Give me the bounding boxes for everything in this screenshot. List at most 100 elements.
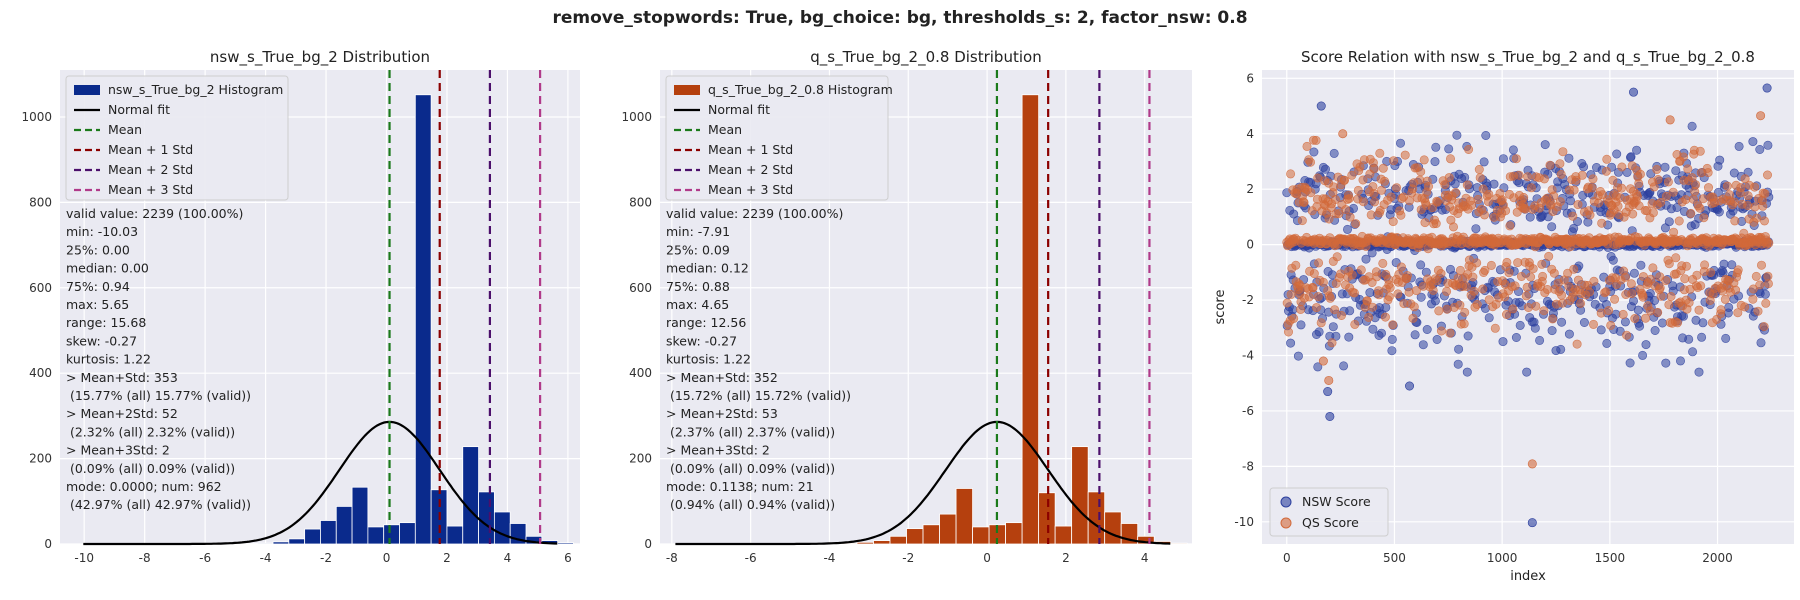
normal-fit-line xyxy=(83,420,558,546)
scatter-point xyxy=(1473,195,1483,205)
scatter-point xyxy=(1748,137,1758,147)
scatter-point xyxy=(1750,182,1760,192)
scatter-point xyxy=(1475,173,1485,183)
legend-marker xyxy=(1280,496,1292,508)
scatter-point xyxy=(1332,252,1342,262)
scatter-point xyxy=(1396,138,1406,148)
scatter-point xyxy=(1288,305,1298,315)
y-tick-label: 200 xyxy=(629,452,652,466)
scatter-point xyxy=(1479,157,1489,167)
scatter-point xyxy=(1514,170,1524,180)
scatter-point xyxy=(1312,303,1322,313)
scatter-point xyxy=(1641,313,1651,323)
scatter-point xyxy=(1345,212,1355,222)
scatter-point xyxy=(1511,332,1521,342)
x-tick-label: 2 xyxy=(443,551,451,565)
scatter-point xyxy=(1472,258,1482,268)
scatter-point xyxy=(1480,303,1490,313)
scatter-point xyxy=(1602,154,1612,164)
scatter-point xyxy=(1538,271,1548,281)
scatter-point xyxy=(1579,162,1589,172)
scatter-point xyxy=(1608,175,1618,185)
scatter-point xyxy=(1341,205,1351,215)
stats-line: (42.97% (all) 42.97% (valid)) xyxy=(66,497,251,512)
x-tick-label: 1500 xyxy=(1595,551,1626,565)
scatter-point xyxy=(1358,175,1368,185)
scatter-point xyxy=(1420,218,1430,228)
scatter-point xyxy=(1445,328,1455,338)
scatter-point xyxy=(1545,160,1555,170)
scatter-point xyxy=(1762,83,1772,93)
scatter-point xyxy=(1626,152,1636,162)
y-tick-label: 800 xyxy=(29,195,52,209)
y-tick-label: 0 xyxy=(644,537,652,551)
scatter-point xyxy=(1699,213,1709,223)
stats-line: 25%: 0.00 xyxy=(66,242,130,257)
scatter-point xyxy=(1566,196,1576,206)
scatter-point xyxy=(1759,322,1769,332)
scatter-point xyxy=(1338,129,1348,139)
scatter-point xyxy=(1377,328,1387,338)
scatter-point xyxy=(1748,284,1758,294)
scatter-point xyxy=(1629,87,1639,97)
x-tick-label: -6 xyxy=(745,551,757,565)
legend-label-mean: Mean xyxy=(108,122,142,137)
x-tick-label: 2000 xyxy=(1702,551,1733,565)
histogram-bar xyxy=(462,446,479,545)
scatter-point xyxy=(1502,257,1512,267)
scatter-point xyxy=(1700,260,1710,270)
histogram-bar xyxy=(288,538,306,545)
scatter-point xyxy=(1478,184,1488,194)
scatter-point xyxy=(1434,306,1444,316)
y-tick-label: -4 xyxy=(1242,349,1254,363)
scatter-point xyxy=(1557,317,1567,327)
scatter-point xyxy=(1722,181,1732,191)
scatter-point xyxy=(1576,298,1586,308)
scatter-point xyxy=(1416,260,1426,270)
scatter-point xyxy=(1549,191,1559,201)
scatter-point xyxy=(1402,271,1412,281)
x-tick-label: -2 xyxy=(902,551,914,565)
scatter-point xyxy=(1544,251,1554,261)
scatter-point xyxy=(1755,280,1765,290)
scatter-point xyxy=(1650,295,1660,305)
scatter-point xyxy=(1679,311,1689,321)
stats-line: (2.32% (all) 2.32% (valid)) xyxy=(66,424,235,439)
scatter-point xyxy=(1760,216,1770,226)
stats-line: valid value: 2239 (100.00%) xyxy=(666,206,843,221)
scatter-point xyxy=(1683,164,1693,174)
scatter-point xyxy=(1752,213,1762,223)
legend-label-hist: q_s_True_bg_2_0.8 Histogram xyxy=(708,82,893,97)
scatter-point xyxy=(1387,334,1397,344)
scatter-point xyxy=(1716,305,1726,315)
scatter-point xyxy=(1635,169,1645,179)
scatter-point xyxy=(1661,191,1671,201)
scatter-point xyxy=(1296,320,1306,330)
scatter-point xyxy=(1344,332,1354,342)
stats-line: min: -10.03 xyxy=(66,224,138,239)
scatter-point xyxy=(1577,170,1587,180)
scatter-point xyxy=(1361,254,1371,264)
scatter-point xyxy=(1464,145,1474,155)
scatter-point xyxy=(1489,179,1499,189)
scatter-point xyxy=(1339,361,1349,371)
scatter-point xyxy=(1664,217,1674,227)
scatter-point xyxy=(1440,180,1450,190)
scatter-point xyxy=(1286,289,1296,299)
scatter-point xyxy=(1324,214,1334,224)
scatter-point xyxy=(1740,302,1750,312)
scatter-point xyxy=(1405,196,1415,206)
scatter-point xyxy=(1353,185,1363,195)
scatter-point xyxy=(1463,331,1473,341)
x-tick-label: -10 xyxy=(74,551,94,565)
scatter-point xyxy=(1337,310,1347,320)
scatter-point xyxy=(1478,284,1488,294)
scatter-point xyxy=(1671,166,1681,176)
scatter-point xyxy=(1730,216,1740,226)
stats-line: > Mean+3Std: 2 xyxy=(666,443,770,458)
scatter-point xyxy=(1648,208,1658,218)
scatter-point xyxy=(1486,260,1496,270)
scatter-point xyxy=(1724,302,1734,312)
stats-line: mode: 0.1138; num: 21 xyxy=(666,479,814,494)
scatter-point xyxy=(1655,283,1665,293)
